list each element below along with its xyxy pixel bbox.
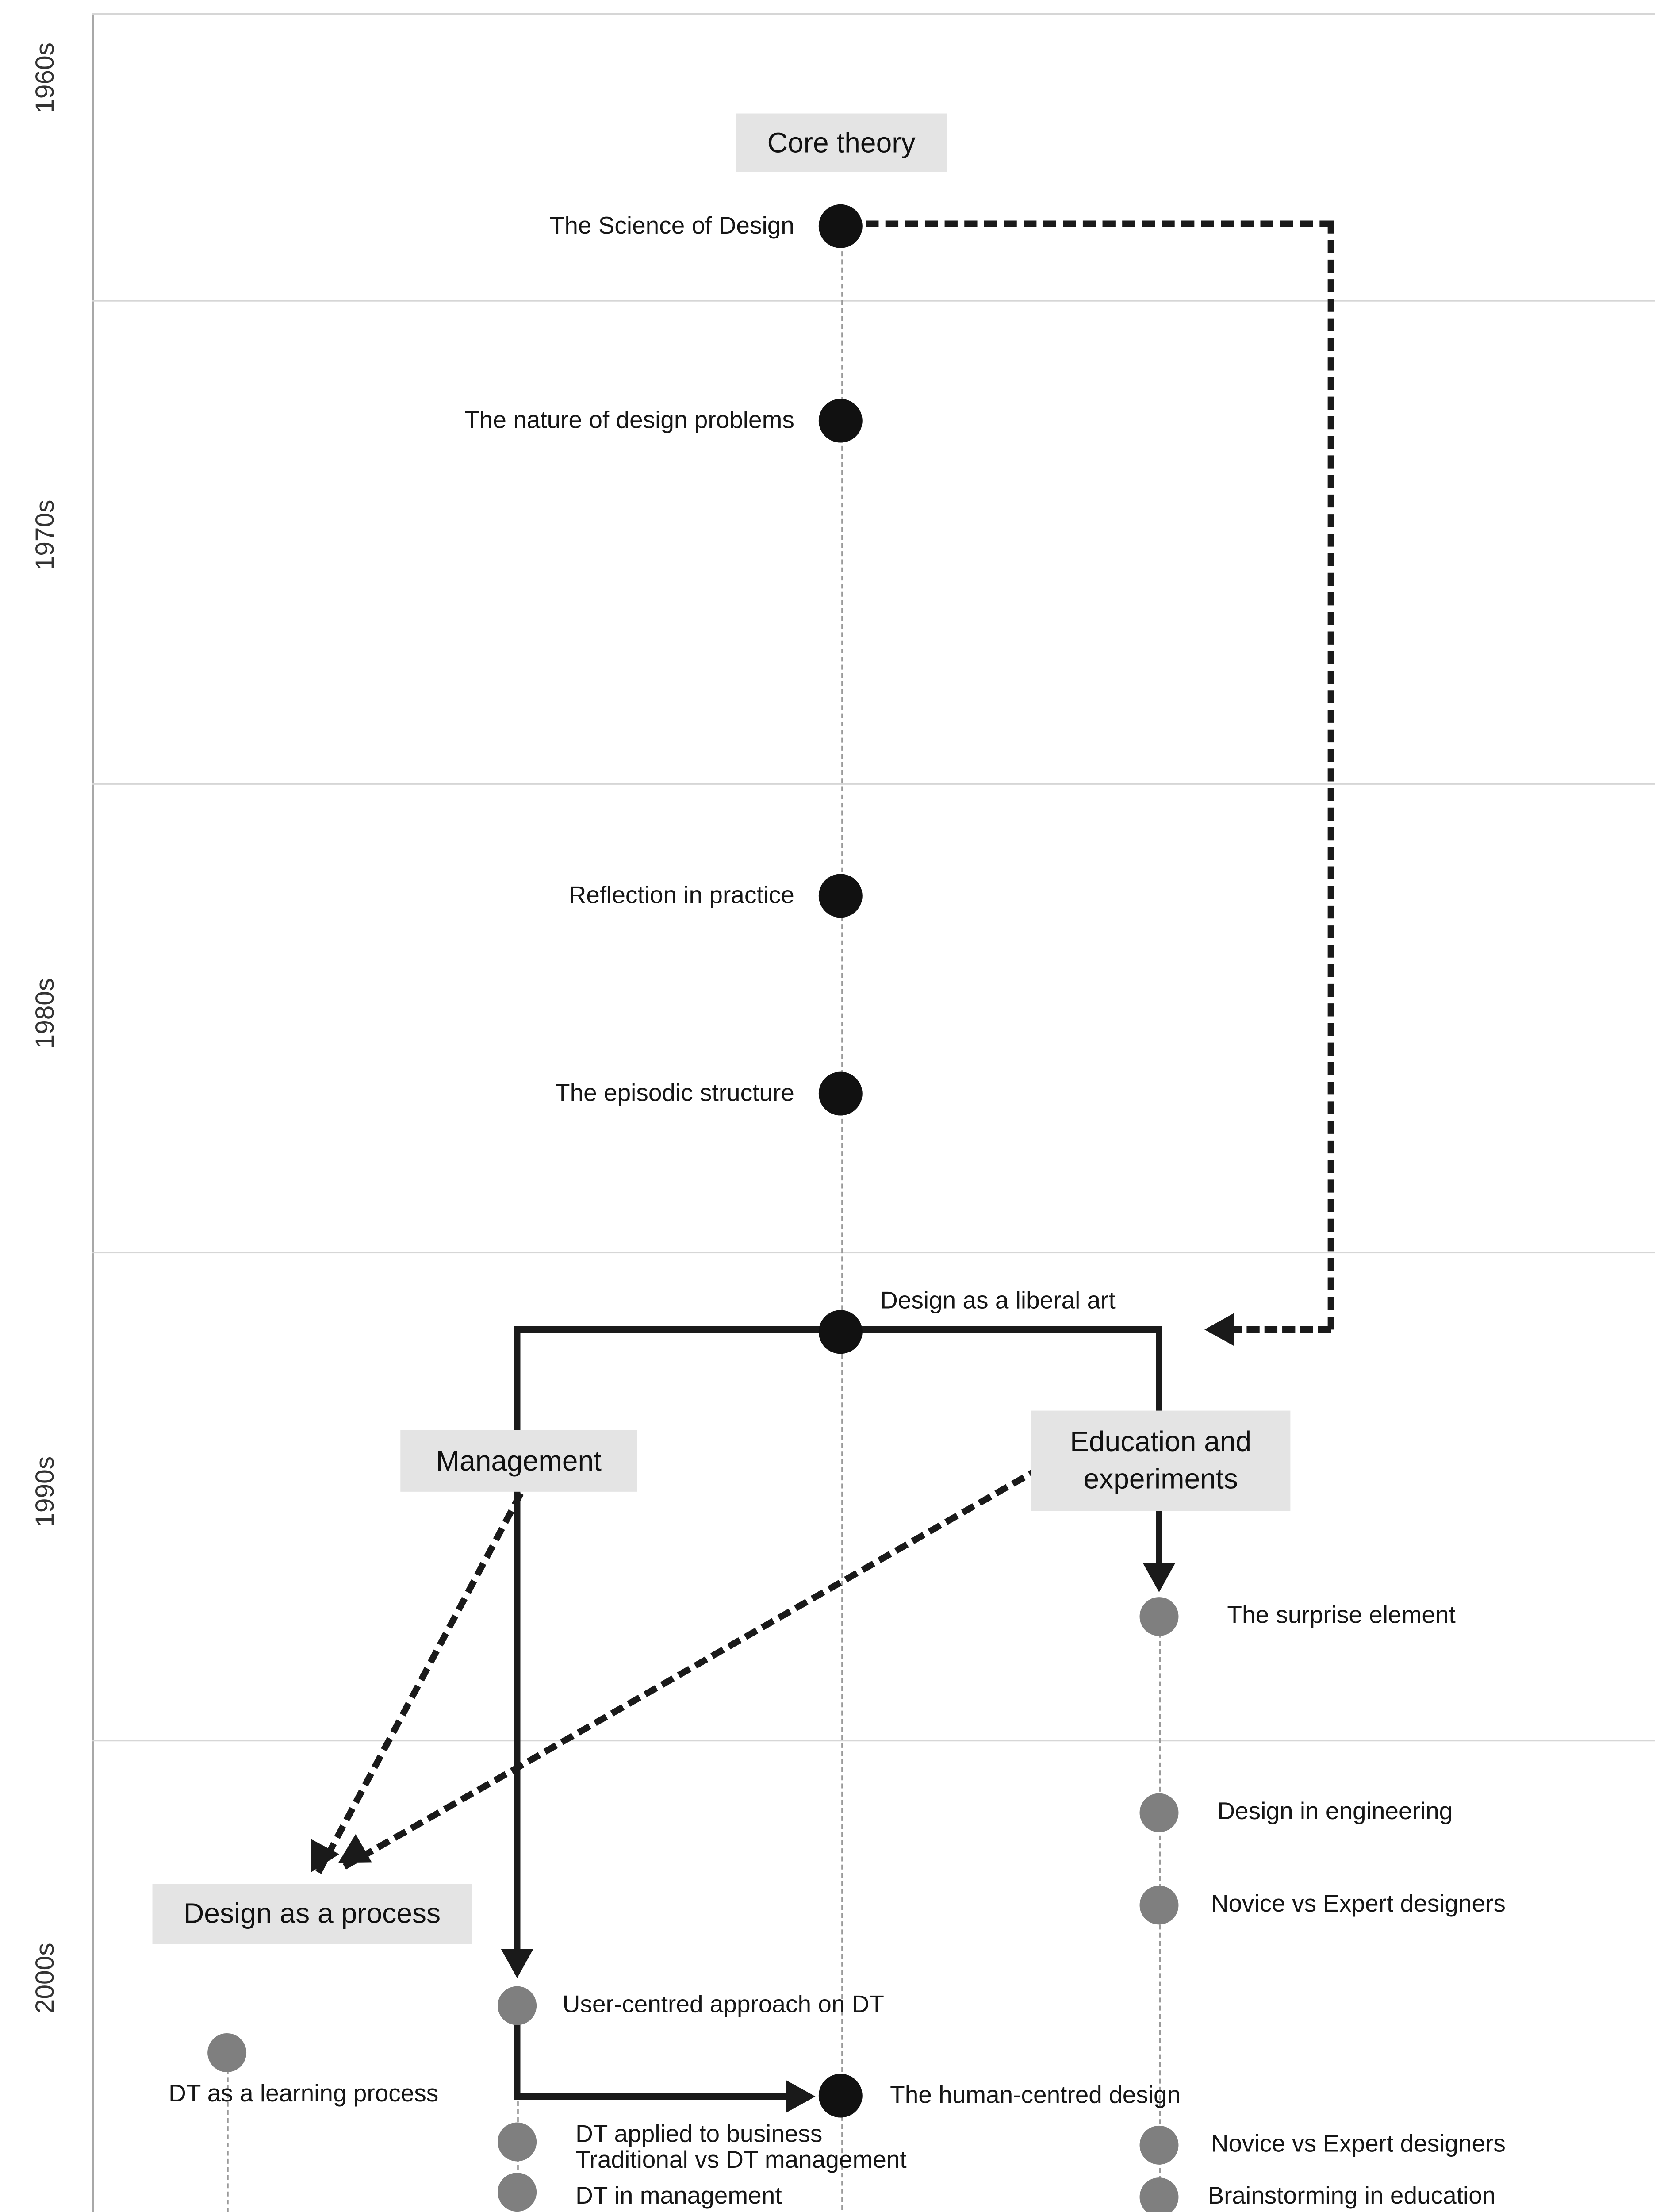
education-to-process-dashed-arrow (343, 1465, 1043, 1870)
process-track-line (227, 2052, 229, 2212)
decade-label-2000s: 2000s (32, 1943, 60, 2014)
science-to-liberal-art-dashed-link (866, 220, 1333, 227)
node-label-science-of-design: The Science of Design (549, 212, 794, 240)
node-label-human-centred-design: The human-centred design (890, 2081, 1181, 2110)
education-branch-arrowhead (1142, 1563, 1176, 1593)
node-dot-dt-in-management (498, 2173, 537, 2212)
decade-label-1970s: 1970s (32, 499, 60, 571)
decade-label-1980s: 1980s (32, 978, 60, 1049)
node-label-brainstorming-in-education: Brainstorming in education (1208, 2182, 1496, 2210)
human-centred-arrowhead (786, 2080, 816, 2113)
node-dot-user-centred-approach (498, 1986, 537, 2025)
node-label-episodic-structure: The episodic structure (555, 1079, 794, 1108)
node-label-dt-as-learning-process: DT as a learning process (169, 2080, 439, 2108)
decade-gridline (92, 1252, 1656, 1254)
node-dot-novice-vs-expert-1 (1139, 1886, 1179, 1925)
node-dot-design-as-liberal-art (818, 1310, 863, 1354)
management-branch-line (514, 1326, 521, 1956)
node-label-nature-of-design-problems: The nature of design problems (464, 407, 794, 435)
decade-gridline (92, 300, 1656, 302)
core-track-line (841, 227, 843, 2212)
decade-gridline (92, 1740, 1656, 1742)
node-label-novice-vs-expert-2: Novice vs Expert designers (1211, 2130, 1506, 2158)
node-label-dt-applied-to-business: DT applied to business (575, 2120, 823, 2149)
y-axis-line (92, 13, 94, 2212)
node-label-novice-vs-expert-1: Novice vs Expert designers (1211, 1890, 1506, 1918)
decade-label-1990s: 1990s (32, 1456, 60, 1527)
node-label-reflection-in-practice: Reflection in practice (568, 882, 794, 910)
node-dot-dt-applied-to-business (498, 2122, 537, 2162)
user-centred-to-human-centred-arrow (514, 2025, 521, 2100)
dashed-link-arrowhead-left (1204, 1313, 1234, 1346)
node-dot-nature-of-design-problems (818, 399, 863, 443)
management-branch-arrowhead (501, 1949, 533, 1978)
node-label-design-as-liberal-art: Design as a liberal art (880, 1287, 1116, 1315)
decade-label-1960s: 1960s (32, 42, 60, 113)
node-label-user-centred-approach: User-centred approach on DT (562, 1991, 885, 2019)
node-dot-brainstorming-in-education (1139, 2177, 1179, 2212)
user-centred-to-human-centred-arrow (514, 2093, 786, 2100)
node-dot-episodic-structure (818, 1071, 863, 1116)
node-label-traditional-vs-dt-management: Traditional vs DT management (575, 2147, 907, 2174)
design-as-process-box: Design as a process (152, 1884, 472, 1944)
education-experiments-box: Education and experiments (1031, 1410, 1291, 1511)
node-dot-surprise-element (1139, 1597, 1179, 1636)
node-dot-design-in-engineering (1139, 1793, 1179, 1832)
node-label-dt-in-management: DT in management (575, 2182, 782, 2210)
management-to-process-dashed-arrow (315, 1492, 524, 1874)
node-dot-reflection-in-practice (818, 874, 863, 918)
node-label-surprise-element: The surprise element (1227, 1602, 1456, 1630)
node-dot-dt-as-learning-process (207, 2033, 247, 2072)
core-theory-box: Core theory (736, 113, 947, 172)
node-dot-novice-vs-expert-2 (1139, 2125, 1179, 2165)
node-label-design-in-engineering: Design in engineering (1217, 1798, 1453, 1826)
science-to-liberal-art-dashed-link (1327, 220, 1334, 1330)
decade-gridline (92, 783, 1656, 785)
science-to-liberal-art-dashed-link (1211, 1326, 1331, 1333)
node-dot-science-of-design (818, 204, 863, 248)
decade-gridline (92, 13, 1656, 15)
management-box: Management (400, 1430, 637, 1492)
node-dot-human-centred-design (818, 2074, 863, 2118)
